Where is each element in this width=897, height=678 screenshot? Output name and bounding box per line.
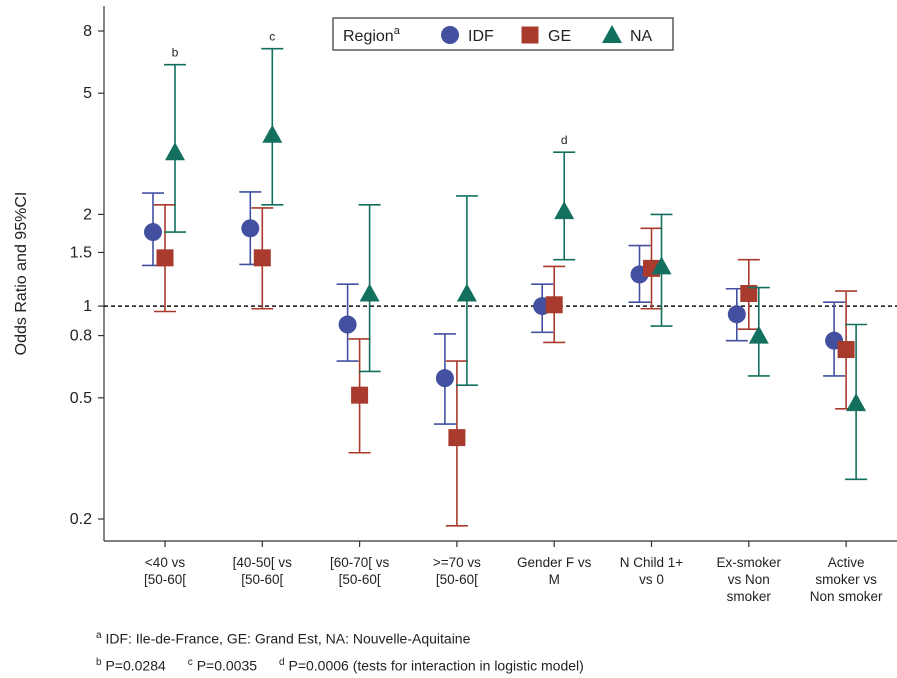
x-category-label: [40-50[ vs [50-60[ [233, 555, 293, 587]
data-point-NA [553, 151, 576, 261]
x-category-label-line: M [549, 572, 560, 587]
x-category-label-line: Gender F vs [517, 555, 592, 570]
x-category-label-line: smoker [727, 589, 772, 604]
data-point-GE [348, 338, 371, 454]
data-point-NA [358, 204, 381, 373]
marker-triangle [262, 124, 283, 143]
marker-triangle [359, 283, 380, 302]
x-category-label: >=70 vs [50-60[ [433, 555, 481, 587]
data-point-NA [650, 213, 673, 327]
legend-marker-circle [441, 26, 459, 44]
marker-square [156, 249, 174, 267]
data-point-GE [251, 207, 274, 310]
footnote-b-text: P=0.0284 [105, 657, 166, 674]
footnote-a: a IDF: Ile-de-France, GE: Grand Est, NA:… [96, 624, 584, 651]
y-tick-label: 5 [83, 85, 92, 102]
x-category-label-line: <40 vs [145, 555, 185, 570]
y-tick-label: 0.5 [70, 390, 92, 407]
y-tick-label: 1.5 [70, 244, 92, 261]
legend-title: Regiona [343, 25, 401, 45]
footnote-bcd: b P=0.0284 c P=0.0035 d P=0.0006 (tests fo… [96, 651, 584, 678]
x-category-label-line: smoker vs [815, 572, 877, 587]
y-tick-label: 8 [83, 23, 92, 40]
legend-label-GE: GE [548, 28, 571, 45]
footnote-a-marker: a [96, 630, 102, 641]
x-category-label-line: N Child 1+ [620, 555, 684, 570]
significance-mark: b [172, 46, 179, 60]
footnote-b-marker: b [96, 656, 102, 668]
x-category-label: Active smoker vs Non smoker [810, 555, 883, 604]
data-point-GE [154, 204, 176, 313]
marker-triangle [748, 325, 769, 344]
significance-mark: c [269, 30, 275, 44]
x-category-label-line: Non smoker [810, 589, 883, 604]
x-category-label-line: >=70 vs [433, 555, 481, 570]
marker-square [740, 284, 758, 302]
marker-circle [241, 219, 260, 238]
data-point-IDF [239, 191, 262, 266]
marker-circle [144, 223, 162, 242]
x-category-label-line: vs Non [728, 572, 770, 587]
marker-square [448, 429, 466, 447]
x-category-label: <40 vs [50-60[ [144, 555, 186, 587]
y-tick-label: 1 [83, 298, 92, 315]
data-point-GE [737, 258, 760, 330]
x-category-label-line: Ex-smoker [717, 555, 782, 570]
data-point-IDF [336, 283, 359, 362]
x-category-label: Gender F vs M [517, 555, 592, 587]
footnote-c-marker: c [187, 656, 193, 668]
marker-circle [435, 369, 454, 388]
footnote-a-text: IDF: Ile-de-France, GE: Grand Est, NA: N… [105, 630, 471, 647]
y-tick-label: 0.2 [70, 511, 92, 528]
x-category-label-line: Active [828, 555, 865, 570]
legend-label-NA: NA [630, 28, 653, 45]
data-point-NA [261, 47, 284, 206]
data-point-NA [845, 323, 868, 481]
data-point-IDF [433, 333, 456, 425]
marker-triangle [456, 283, 477, 302]
y-tick-label: 2 [83, 206, 92, 223]
x-category-label-line: [50-60[ [339, 572, 381, 587]
y-tick-label: 0.8 [70, 328, 92, 345]
legend-marker-square [521, 26, 539, 44]
legend: Regiona IDF GE NA [332, 17, 674, 51]
legend-title-sup: a [394, 25, 401, 37]
data-point-IDF [823, 301, 846, 377]
x-category-label-line: [50-60[ [144, 572, 186, 587]
x-category-label-line: [50-60[ [241, 572, 283, 587]
data-point-NA [455, 195, 478, 386]
footnotes: a IDF: Ile-de-France, GE: Grand Est, NA:… [96, 624, 584, 677]
data-point-NA [164, 63, 186, 233]
x-category-label-line: vs 0 [639, 572, 664, 587]
legend-title-text: Region [343, 28, 394, 45]
marker-square [253, 249, 271, 267]
marker-square [837, 341, 855, 359]
significance-mark: d [561, 133, 568, 147]
y-axis-label: Odds Ratio and 95%CI [13, 192, 30, 356]
marker-square [545, 296, 563, 314]
x-category-label: [60-70[ vs [50-60[ [330, 555, 390, 587]
x-category-label-line: [40-50[ vs [233, 555, 293, 570]
marker-circle [338, 315, 357, 334]
data-point-GE [835, 290, 858, 410]
footnote-c-text: P=0.0035 [196, 657, 258, 674]
x-category-label: N Child 1+ vs 0 [620, 555, 684, 587]
x-category-label-line: [60-70[ vs [330, 555, 390, 570]
marker-triangle [554, 201, 575, 220]
marker-square [351, 386, 369, 404]
x-category-label: Ex-smoker vs Non smoker [717, 555, 782, 604]
odds-ratio-chart: 0.2 0.5 0.8 1 1.5 2 5 8 Odds Ratio and 95%CI <40 … [13, 6, 897, 604]
footnote-d-text: P=0.0006 (tests for interaction in logis… [288, 657, 584, 674]
marker-circle [727, 305, 746, 324]
data-point-GE [543, 265, 566, 344]
x-category-label-line: [50-60[ [436, 572, 478, 587]
marker-triangle [651, 256, 672, 275]
legend-marker-triangle [602, 25, 622, 43]
marker-triangle [165, 142, 185, 161]
data-point-NA [747, 286, 770, 377]
marker-triangle [846, 393, 867, 412]
data-point-GE [445, 360, 468, 527]
legend-label-IDF: IDF [468, 28, 494, 45]
footnote-d-marker: d [279, 656, 285, 668]
